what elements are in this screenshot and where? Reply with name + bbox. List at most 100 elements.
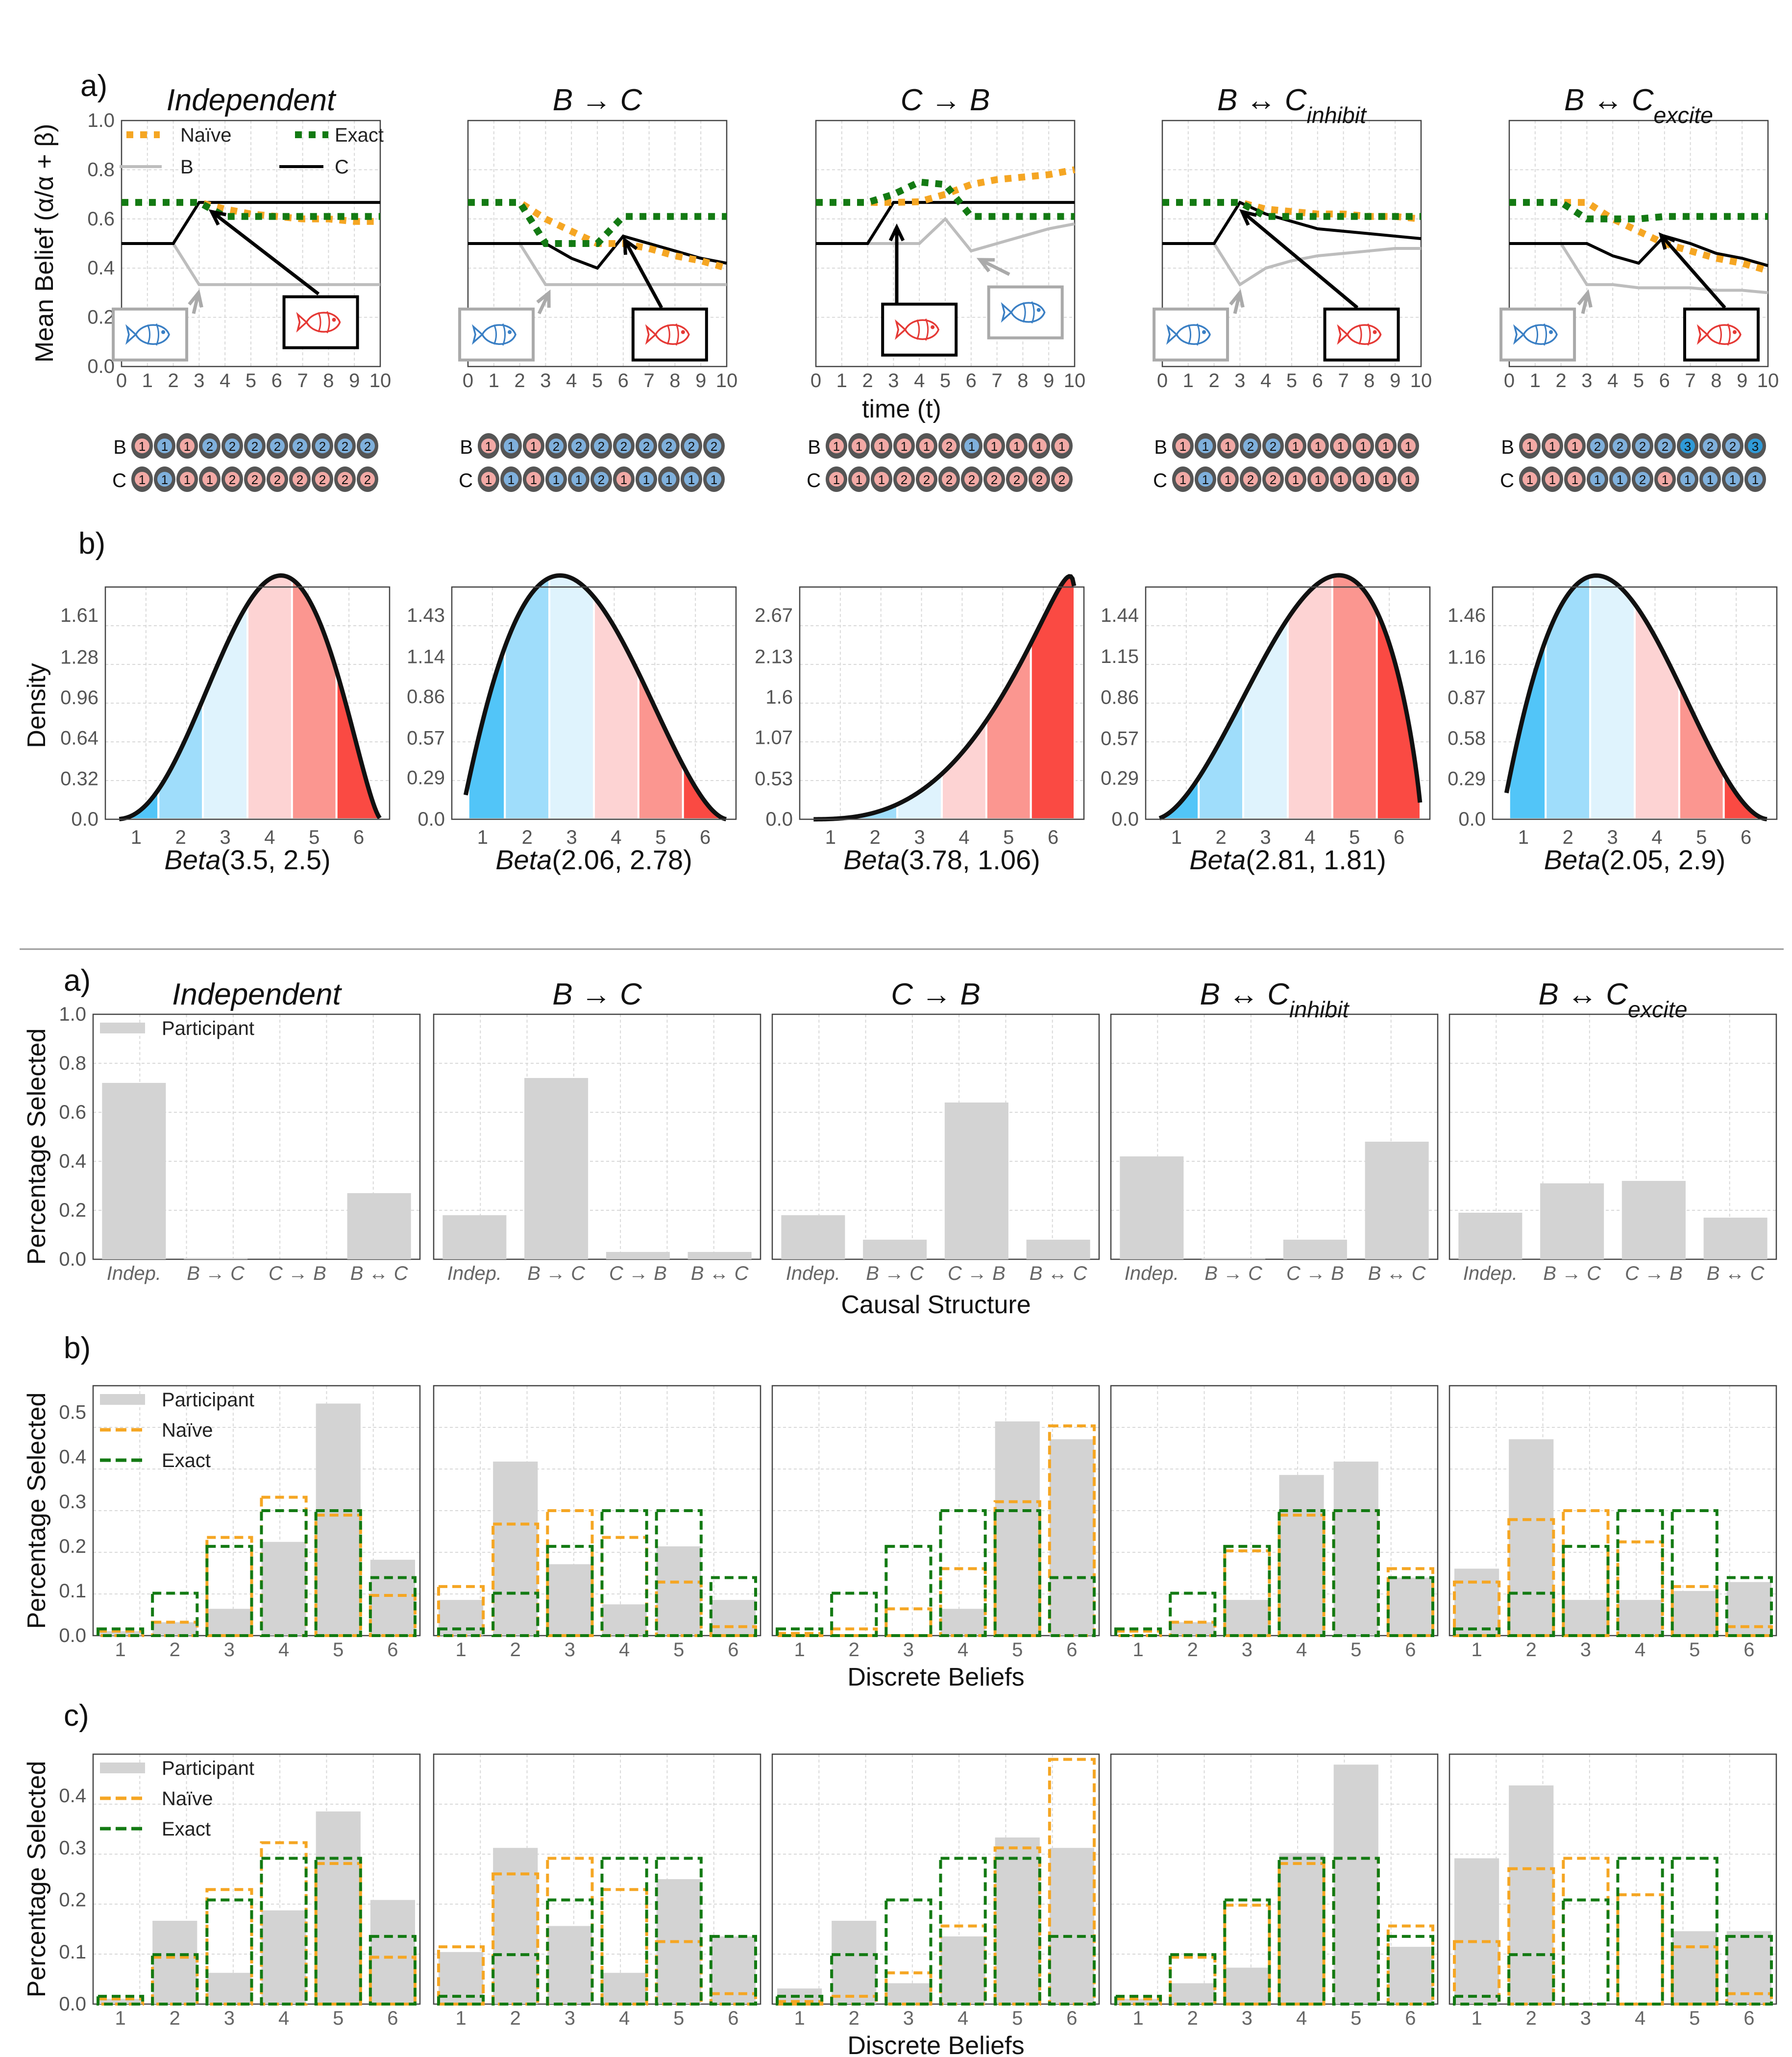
density-segment-2: [1198, 697, 1245, 820]
x-tick-label: C → B: [948, 1263, 1006, 1284]
obs-token-value: 2: [575, 439, 582, 454]
y-tick-label: 0.86: [407, 686, 445, 708]
plot-frame: [104, 586, 391, 820]
x-tick-label: Indep.: [1125, 1263, 1179, 1284]
y-tick-label: 0.0: [59, 1249, 86, 1270]
exact-bar: [314, 1857, 362, 2006]
chart-title: B ↔ Cinhibit: [1200, 978, 1350, 1022]
causal-bar: [1458, 1213, 1522, 1259]
obs-token-inner: [225, 472, 240, 487]
x-tick-label: 2: [1216, 827, 1227, 848]
legend-exact-label: Exact: [162, 1450, 211, 1471]
participant-bar: [1454, 1568, 1499, 1636]
discrete-b-chart-4: 1 2 3 4 5 6: [1448, 1385, 1777, 1661]
exact-bar: [1277, 1857, 1326, 2006]
exact-bar: [437, 1995, 485, 2006]
mean-belief-chart-2: C → B0 1 2 3 4 5 6 7 8 9 10B 1 1 1 1 1 2 1 1 1 1 1C 1 1 1 2 2 2 2 2 2 2…: [807, 83, 1085, 492]
exact-bar: [1114, 1627, 1162, 1638]
obs-row-label: C: [807, 470, 821, 491]
x-tick-label: B ↔ C: [1707, 1263, 1765, 1284]
obs-token-value: 1: [575, 472, 582, 487]
exact-bar: [939, 1509, 987, 1637]
x-tick-label: 3: [1260, 827, 1271, 848]
obs-token-inner: [549, 472, 564, 487]
obs-token-inner: [1658, 439, 1672, 453]
x-tick-label: 7: [991, 370, 1002, 392]
naive-bar: [151, 1620, 199, 1637]
obs-token-value: 2: [364, 439, 371, 454]
obs-token-inner: [1243, 439, 1258, 453]
x-tick-label: 8: [669, 370, 680, 392]
obs-token-value: 1: [620, 472, 627, 487]
exact-bar: [1616, 1509, 1664, 1637]
obs-token-value: 1: [1729, 472, 1736, 487]
exact-bar: [1332, 1857, 1380, 2006]
discrete-b-chart-0: 1 2 3 4 5 6 0.0 0.1 0.2 0.3 0.4 0.5: [59, 1385, 421, 1661]
red-fish-icon: [1337, 323, 1382, 346]
obs-token-value: 1: [991, 439, 998, 454]
x-tick-label: 3: [914, 827, 925, 848]
obs-token-value: 2: [598, 472, 605, 487]
obs-token-inner: [1176, 439, 1190, 453]
x-tick-label: 6: [618, 370, 629, 392]
density-curve: [119, 573, 382, 822]
fish-eye: [931, 325, 935, 329]
obs-token-inner: [315, 439, 330, 453]
obs-token-inner: [225, 439, 240, 453]
obs-token-inner: [942, 439, 957, 453]
plot-frame: [1492, 586, 1778, 820]
y-tick-label: 0.4: [87, 257, 115, 279]
obs-token-inner: [942, 472, 957, 487]
participant-bar: [602, 1973, 647, 2004]
x-tick-label: 4: [220, 370, 230, 392]
x-tick-label: 3: [194, 370, 204, 392]
exact-bar: [993, 1509, 1041, 1637]
causal-bar: [863, 1240, 927, 1259]
discrete-b-xlabel: Discrete Beliefs: [847, 1663, 1024, 1691]
legend-exact-label: Exact: [335, 124, 384, 146]
chart-title-sub: inhibit: [1307, 102, 1368, 128]
causal-bar: [1283, 1240, 1347, 1259]
legend-participant-label: Participant: [162, 1758, 254, 1779]
participant-bar: [1170, 1983, 1215, 2004]
discrete-c-xlabel: Discrete Beliefs: [847, 2032, 1024, 2057]
chart-title: B → C: [552, 978, 642, 1011]
y-tick-label: 0.64: [60, 728, 98, 749]
obs-token-inner: [549, 439, 564, 453]
y-tick-label: 0.5: [59, 1402, 86, 1423]
obs-token-inner: [481, 439, 496, 453]
obs-token-value: 1: [1292, 439, 1299, 454]
obs-row-label: C: [1153, 470, 1167, 491]
callout-arrow-head: [1577, 289, 1593, 308]
x-tick-label: 2: [170, 2008, 180, 2029]
x-tick-label: 1: [1132, 1639, 1143, 1661]
obs-token-inner: [1356, 439, 1371, 453]
y-tick-label: 0.86: [1101, 687, 1139, 709]
fish-eye: [161, 330, 166, 334]
obs-token-value: 2: [251, 472, 258, 487]
obs-token-inner: [1243, 472, 1258, 487]
obs-token-inner: [616, 472, 631, 487]
plot-frame: [433, 1013, 761, 1260]
obs-token-inner: [1658, 472, 1672, 487]
chart-title-sub: excite: [1654, 102, 1713, 128]
obs-token-inner: [1333, 439, 1348, 453]
x-tick-label: 5: [245, 370, 256, 392]
y-tick-label: 1.46: [1448, 605, 1486, 626]
participant-bar: [995, 1421, 1040, 1636]
x-tick-label: 1: [794, 1639, 805, 1661]
causal-bar: [1026, 1240, 1090, 1259]
causal-bar: [1202, 1258, 1266, 1259]
naive-bar: [1616, 1540, 1664, 1637]
x-tick-label: 6: [1312, 370, 1323, 392]
series-C-line: [468, 234, 727, 270]
x-tick-label: 10: [1757, 370, 1779, 392]
x-tick-label: 1: [455, 2008, 466, 2029]
x-tick-label: 2: [510, 1639, 521, 1661]
obs-token-value: 2: [229, 439, 236, 454]
obs-token-inner: [1032, 439, 1047, 453]
obs-token-inner: [1568, 472, 1582, 487]
chart-title-main: Independent: [172, 978, 343, 1011]
